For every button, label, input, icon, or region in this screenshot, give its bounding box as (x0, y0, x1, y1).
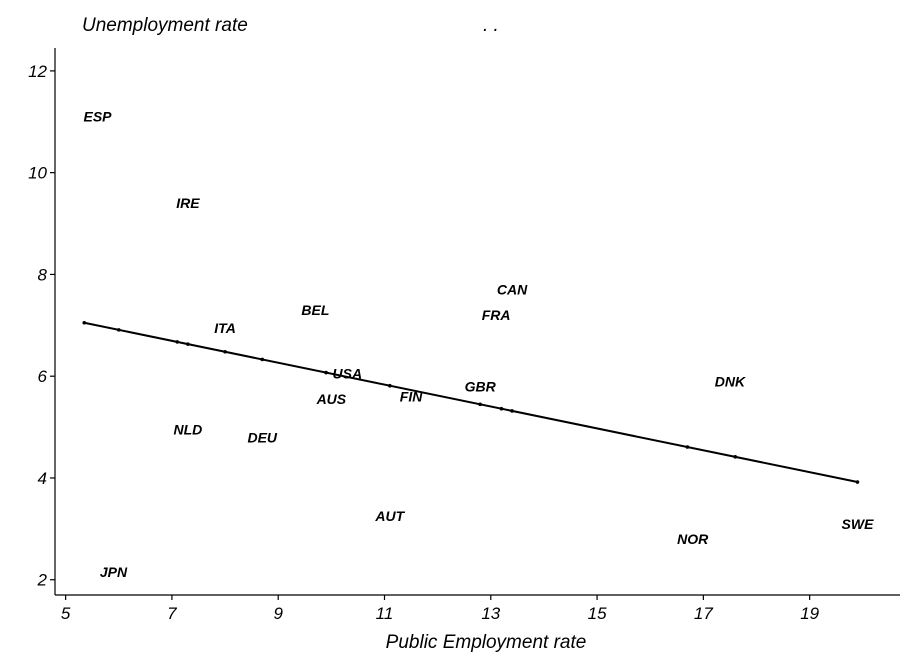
y-axis-ticks: 2 4 6 8 10 12 (28, 62, 55, 590)
point-label-deu: DEU (247, 429, 277, 445)
x-axis-ticks: 5 7 9 11 13 15 17 19 (61, 595, 820, 623)
point-label-esp: ESP (84, 109, 113, 125)
x-tick-label: 5 (61, 604, 71, 623)
point-label-gbr: GBR (465, 378, 497, 394)
point-label-dnk: DNK (715, 373, 746, 389)
fitted-point-marker (260, 357, 265, 362)
fitted-point-marker (510, 409, 514, 413)
fitted-point-marker (855, 480, 860, 484)
point-label-aus: AUS (316, 391, 347, 407)
point-label-nld: NLD (173, 422, 202, 438)
x-tick-label: 13 (481, 604, 500, 623)
y-axis-title: Unemployment rate (82, 15, 248, 36)
x-tick-label: 19 (800, 604, 819, 623)
point-label-swe: SWE (842, 516, 875, 532)
country-labels: ESP IRE CAN BEL FRA ITA USA DNK GBR FIN AUS NLD DEU A… (84, 109, 875, 580)
fitted-point-marker (175, 340, 180, 344)
point-label-can: CAN (497, 282, 528, 298)
y-tick-label: 6 (38, 367, 48, 386)
regression-line (84, 321, 858, 484)
regression-line-group (82, 320, 860, 484)
x-tick-label: 7 (167, 604, 177, 623)
x-tick-label: 9 (273, 604, 283, 623)
y-tick-label: 12 (28, 62, 47, 81)
point-label-nor: NOR (677, 531, 709, 547)
point-label-fra: FRA (482, 307, 511, 323)
x-tick-label: 11 (376, 604, 394, 623)
fitted-point-marker (478, 402, 482, 407)
point-label-usa: USA (333, 366, 363, 382)
fitted-point-marker (324, 370, 328, 375)
chart-note: . . (483, 15, 499, 36)
point-label-jpn: JPN (100, 564, 128, 580)
x-tick-label: 17 (694, 604, 713, 623)
y-tick-label: 10 (28, 164, 47, 183)
fitted-point-marker (685, 445, 690, 449)
fitted-point-marker (388, 383, 392, 388)
fitted-point-marker (733, 455, 738, 459)
x-axis-title: Public Employment rate (386, 632, 587, 653)
fitted-point-marker (82, 320, 87, 325)
point-label-ita: ITA (214, 320, 236, 336)
point-label-ire: IRE (176, 195, 200, 211)
point-label-bel: BEL (301, 302, 329, 318)
y-tick-label: 8 (38, 265, 48, 284)
point-label-fin: FIN (400, 389, 423, 405)
fitted-point-marker (223, 349, 227, 354)
y-tick-label: 4 (38, 469, 47, 488)
fitted-point-marker (116, 328, 121, 332)
fitted-point-marker (186, 342, 190, 346)
fitted-point-marker (499, 406, 504, 411)
y-tick-label: 2 (37, 571, 48, 590)
x-tick-label: 15 (588, 604, 607, 623)
point-label-aut: AUT (374, 508, 405, 524)
